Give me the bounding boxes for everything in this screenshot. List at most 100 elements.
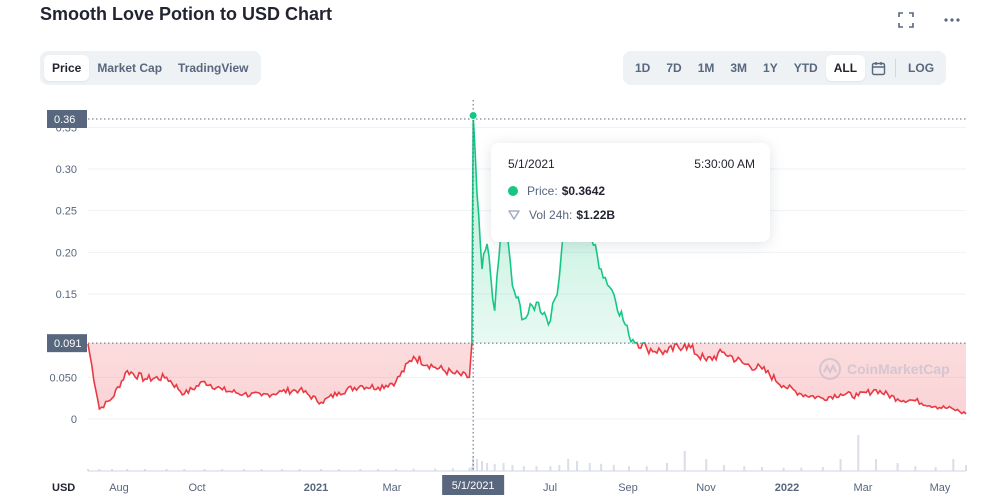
volume-bar — [394, 469, 397, 471]
volume-bar — [743, 466, 746, 471]
range-1m[interactable]: 1M — [697, 61, 715, 75]
x-tick-label: May — [930, 482, 951, 494]
volume-bar — [470, 467, 473, 471]
watermark-text: CoinMarketCap — [847, 361, 950, 377]
tooltip-price-row: Price: $0.3642 — [508, 184, 605, 198]
x-tick-label: Oct — [188, 482, 205, 494]
volume-bar — [800, 467, 803, 471]
volume-bars — [87, 435, 967, 471]
volume-bar — [451, 468, 454, 471]
y-tick-label: 0.15 — [56, 289, 77, 301]
area-below-reference — [88, 343, 966, 414]
tab-price[interactable]: Price — [44, 55, 90, 81]
volume-bar — [126, 469, 129, 471]
volume-bar — [87, 469, 89, 471]
x-tick-label: Mar — [854, 482, 873, 494]
price-line-down — [87, 343, 967, 415]
volume-bar — [377, 469, 380, 471]
tooltip-date: 5/1/2021 — [508, 157, 555, 171]
volume-bar — [493, 463, 496, 471]
volume-bar — [683, 451, 686, 471]
volume-bar — [705, 459, 708, 471]
x-tick-label: 2021 — [304, 482, 328, 494]
volume-bar — [475, 459, 478, 471]
volume-bar — [576, 461, 579, 471]
x-tick-label: Sep — [618, 482, 638, 494]
range-ytd[interactable]: YTD — [793, 61, 818, 75]
x-tick-label: Mar — [383, 482, 402, 494]
volume-bar — [761, 467, 764, 471]
volume-bar — [896, 463, 899, 471]
peak-point — [468, 111, 478, 120]
volume-bar — [857, 435, 860, 471]
high-price-label-bg — [47, 110, 87, 128]
volume-bar — [627, 466, 630, 471]
chart-guides — [88, 100, 966, 471]
volume-bar — [567, 459, 570, 471]
view-tab-group: Price Market Cap TradingView — [40, 51, 261, 85]
y-tick-label: 0.25 — [56, 206, 77, 218]
volume-bar — [821, 467, 824, 471]
volume-bar — [502, 463, 505, 471]
y-tick-label: 0.050 — [49, 372, 77, 384]
crosshair-date-bg — [442, 475, 505, 495]
tab-tradingview[interactable]: TradingView — [178, 61, 249, 75]
log-toggle[interactable]: LOG — [908, 61, 935, 75]
volume-bar — [645, 466, 648, 471]
volume-bar — [468, 467, 471, 471]
tooltip-time: 5:30:00 AM — [694, 157, 755, 171]
volume-bar — [434, 468, 437, 471]
volume-bar — [111, 469, 114, 471]
volume-bar — [522, 466, 525, 471]
top-icons — [894, 10, 964, 30]
tooltip-volume-label: Vol 24h: — [529, 208, 573, 222]
volume-bar — [558, 465, 561, 471]
range-3m[interactable]: 3M — [730, 61, 748, 75]
range-divider — [895, 59, 897, 77]
y-tick-label: 0.30 — [56, 164, 77, 176]
y-tick-label: 0 — [71, 414, 77, 426]
tooltip-volume-row: Vol 24h: $1.22B — [508, 208, 615, 222]
more-icon[interactable] — [940, 10, 964, 30]
x-tick-label: Aug — [109, 482, 129, 494]
volume-bar — [144, 469, 147, 471]
tab-market-cap[interactable]: Market Cap — [97, 61, 163, 75]
fullscreen-icon[interactable] — [894, 10, 918, 30]
y-tick-label: 0.20 — [56, 247, 77, 259]
range-1d[interactable]: 1D — [635, 61, 651, 75]
volume-bar — [535, 466, 538, 471]
volume-bar — [183, 469, 186, 471]
area-above-reference — [471, 115, 645, 344]
chart-tooltip: 5/1/2021 5:30:00 AM Price: $0.3642 Vol 2… — [491, 143, 770, 242]
axis-unit-label: USD — [52, 482, 75, 494]
reference-price-label-bg — [47, 334, 87, 353]
volume-bar — [242, 469, 245, 471]
volume-bar — [412, 468, 415, 471]
volume-bar — [588, 463, 591, 471]
volume-bar — [782, 467, 785, 471]
x-tick-label: Nov — [696, 482, 716, 494]
volume-bar — [298, 469, 301, 471]
volume-bar — [549, 466, 552, 471]
volume-bar — [952, 459, 955, 471]
volume-bar — [965, 465, 967, 471]
x-tick-label: 2022 — [775, 482, 799, 494]
volume-bar — [359, 469, 362, 471]
volume-bar — [221, 469, 224, 471]
tooltip-price-value: $0.3642 — [561, 184, 606, 198]
range-7d[interactable]: 7D — [666, 61, 682, 75]
volume-bar — [486, 463, 489, 471]
range-1y[interactable]: 1Y — [763, 61, 778, 75]
volume-bar — [165, 469, 168, 471]
chart-areas — [88, 115, 966, 414]
calendar-icon[interactable] — [865, 55, 891, 81]
volume-bar — [914, 466, 917, 471]
volume-bar — [612, 465, 615, 471]
x-axis-labels: USD Aug Oct 2021 Mar Jul Sep Nov 2022 Mar May 5/1/2… — [52, 475, 951, 495]
volume-bar — [723, 465, 726, 471]
range-all[interactable]: ALL — [825, 55, 866, 81]
high-price-label: 0.36 — [54, 114, 75, 126]
volume-bar — [320, 469, 323, 471]
